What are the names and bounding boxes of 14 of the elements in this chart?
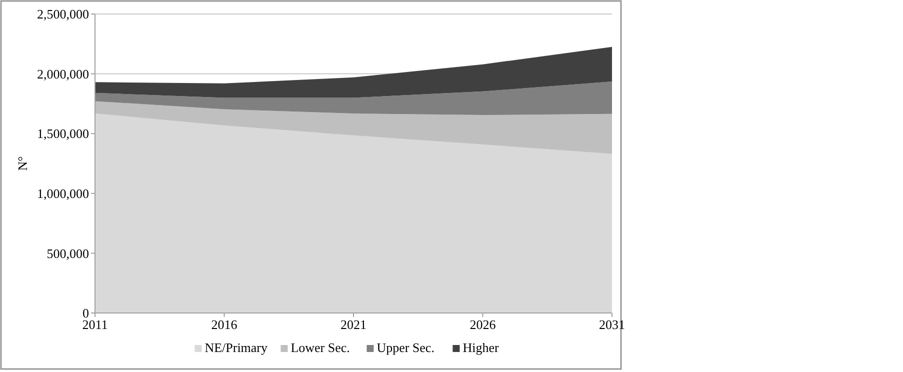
x-tick-label: 2021 [340,317,366,332]
y-tick-label: 1,000,000 [37,186,89,201]
x-tick-label: 2016 [211,317,238,332]
legend-label: Lower Sec. [290,340,350,355]
y-tick-label: 2,000,000 [37,66,89,82]
x-tick-label: 2026 [470,317,496,332]
y-tick-label: 500,000 [46,246,89,261]
x-tick-label: 2031 [599,317,625,332]
legend-label: Higher [462,340,500,355]
y-tick-label: 2,500,000 [37,6,89,22]
legend-label: NE/Primary [204,340,268,355]
y-axis-title: N° [15,156,30,171]
y-tick-label: 1,500,000 [37,126,89,142]
legend-label: Upper Sec. [376,340,434,355]
